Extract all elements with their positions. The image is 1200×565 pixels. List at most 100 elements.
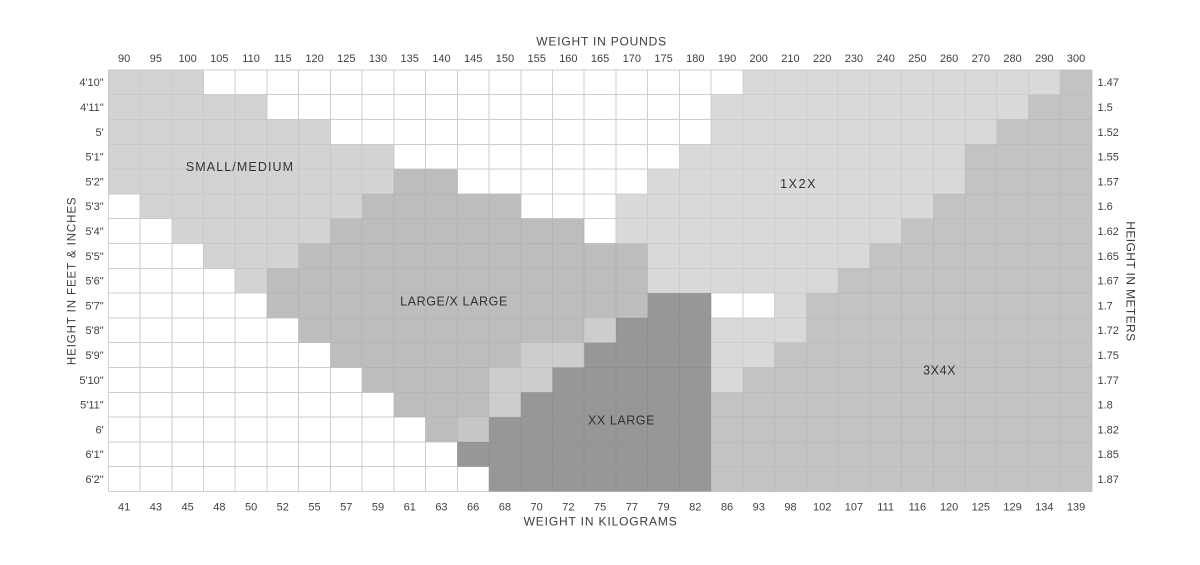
svg-text:66: 66 (467, 502, 479, 514)
svg-text:270: 270 (972, 53, 990, 65)
svg-text:XX LARGE: XX LARGE (588, 414, 655, 428)
svg-text:1.85: 1.85 (1098, 449, 1119, 461)
svg-text:5'3": 5'3" (85, 201, 103, 213)
svg-text:180: 180 (686, 53, 704, 65)
svg-text:HEIGHT IN FEET & INCHES: HEIGHT IN FEET & INCHES (66, 197, 78, 366)
svg-text:45: 45 (181, 502, 193, 514)
svg-text:52: 52 (277, 502, 289, 514)
svg-text:4'11": 4'11" (80, 102, 104, 114)
svg-text:165: 165 (591, 53, 609, 65)
svg-text:55: 55 (308, 502, 320, 514)
svg-text:WEIGHT IN KILOGRAMS: WEIGHT IN KILOGRAMS (524, 515, 678, 529)
svg-text:86: 86 (721, 502, 733, 514)
svg-text:160: 160 (559, 53, 577, 65)
svg-text:41: 41 (118, 502, 130, 514)
svg-text:1.62: 1.62 (1098, 226, 1119, 238)
svg-text:59: 59 (372, 502, 384, 514)
svg-text:1.7: 1.7 (1098, 300, 1113, 312)
svg-text:260: 260 (940, 53, 958, 65)
svg-text:129: 129 (1003, 502, 1021, 514)
svg-text:105: 105 (210, 53, 228, 65)
svg-text:175: 175 (654, 53, 672, 65)
svg-text:145: 145 (464, 53, 482, 65)
svg-text:120: 120 (305, 53, 323, 65)
svg-text:1.52: 1.52 (1098, 127, 1119, 139)
svg-text:1.6: 1.6 (1098, 201, 1113, 213)
svg-text:79: 79 (657, 502, 669, 514)
svg-text:1.67: 1.67 (1098, 276, 1119, 288)
svg-text:77: 77 (626, 502, 638, 514)
svg-text:90: 90 (118, 53, 130, 65)
svg-text:48: 48 (213, 502, 225, 514)
svg-text:110: 110 (242, 53, 260, 65)
svg-text:5'2": 5'2" (85, 176, 103, 188)
svg-text:170: 170 (623, 53, 641, 65)
svg-text:5'11": 5'11" (80, 400, 104, 412)
svg-text:6': 6' (95, 424, 103, 436)
svg-text:140: 140 (432, 53, 450, 65)
svg-text:1.82: 1.82 (1098, 424, 1119, 436)
svg-text:50: 50 (245, 502, 257, 514)
svg-text:93: 93 (753, 502, 765, 514)
svg-text:1.75: 1.75 (1098, 350, 1119, 362)
svg-text:1.55: 1.55 (1098, 152, 1119, 164)
svg-text:200: 200 (750, 53, 768, 65)
svg-text:1.8: 1.8 (1098, 400, 1113, 412)
svg-text:43: 43 (150, 502, 162, 514)
svg-text:98: 98 (784, 502, 796, 514)
svg-text:100: 100 (178, 53, 196, 65)
svg-text:5'9": 5'9" (85, 350, 103, 362)
svg-text:61: 61 (404, 502, 416, 514)
svg-text:1.5: 1.5 (1098, 102, 1113, 114)
svg-text:240: 240 (876, 53, 894, 65)
svg-text:1.65: 1.65 (1098, 251, 1119, 263)
svg-text:70: 70 (531, 502, 543, 514)
svg-text:5'10": 5'10" (79, 375, 103, 387)
svg-text:68: 68 (499, 502, 511, 514)
svg-text:150: 150 (496, 53, 514, 65)
svg-text:300: 300 (1067, 53, 1085, 65)
svg-text:250: 250 (908, 53, 926, 65)
svg-text:5'7": 5'7" (85, 300, 103, 312)
svg-text:190: 190 (718, 53, 736, 65)
svg-text:220: 220 (813, 53, 831, 65)
svg-text:116: 116 (909, 502, 927, 514)
svg-text:6'2": 6'2" (85, 474, 103, 486)
svg-text:155: 155 (527, 53, 545, 65)
svg-text:95: 95 (150, 53, 162, 65)
svg-text:1.77: 1.77 (1098, 375, 1119, 387)
svg-text:1.47: 1.47 (1098, 77, 1119, 89)
svg-text:107: 107 (845, 502, 863, 514)
svg-text:290: 290 (1035, 53, 1053, 65)
svg-text:1X2X: 1X2X (780, 177, 817, 191)
svg-text:111: 111 (877, 502, 894, 514)
svg-text:6'1": 6'1" (85, 449, 103, 461)
svg-text:210: 210 (781, 53, 799, 65)
svg-text:5'6": 5'6" (85, 276, 103, 288)
svg-text:134: 134 (1035, 502, 1053, 514)
svg-text:63: 63 (435, 502, 447, 514)
svg-text:125: 125 (337, 53, 355, 65)
svg-text:130: 130 (369, 53, 387, 65)
svg-text:4'10": 4'10" (79, 77, 103, 89)
svg-text:115: 115 (274, 53, 292, 65)
svg-text:135: 135 (401, 53, 419, 65)
svg-text:WEIGHT IN POUNDS: WEIGHT IN POUNDS (536, 34, 667, 48)
svg-text:5'4": 5'4" (85, 226, 103, 238)
svg-text:139: 139 (1067, 502, 1085, 514)
svg-text:3X4X: 3X4X (923, 364, 956, 378)
svg-text:5': 5' (95, 127, 103, 139)
svg-text:102: 102 (813, 502, 831, 514)
svg-text:1.72: 1.72 (1098, 325, 1119, 337)
svg-text:75: 75 (594, 502, 606, 514)
svg-text:57: 57 (340, 502, 352, 514)
svg-text:LARGE/X LARGE: LARGE/X LARGE (400, 295, 508, 309)
svg-text:280: 280 (1003, 53, 1021, 65)
svg-text:5'1": 5'1" (85, 152, 103, 164)
svg-text:125: 125 (972, 502, 990, 514)
svg-text:SMALL/MEDIUM: SMALL/MEDIUM (186, 160, 294, 174)
svg-text:HEIGHT IN METERS: HEIGHT IN METERS (1124, 221, 1138, 341)
svg-text:5'5": 5'5" (85, 251, 103, 263)
svg-text:5'8": 5'8" (85, 325, 103, 337)
svg-text:72: 72 (562, 502, 574, 514)
